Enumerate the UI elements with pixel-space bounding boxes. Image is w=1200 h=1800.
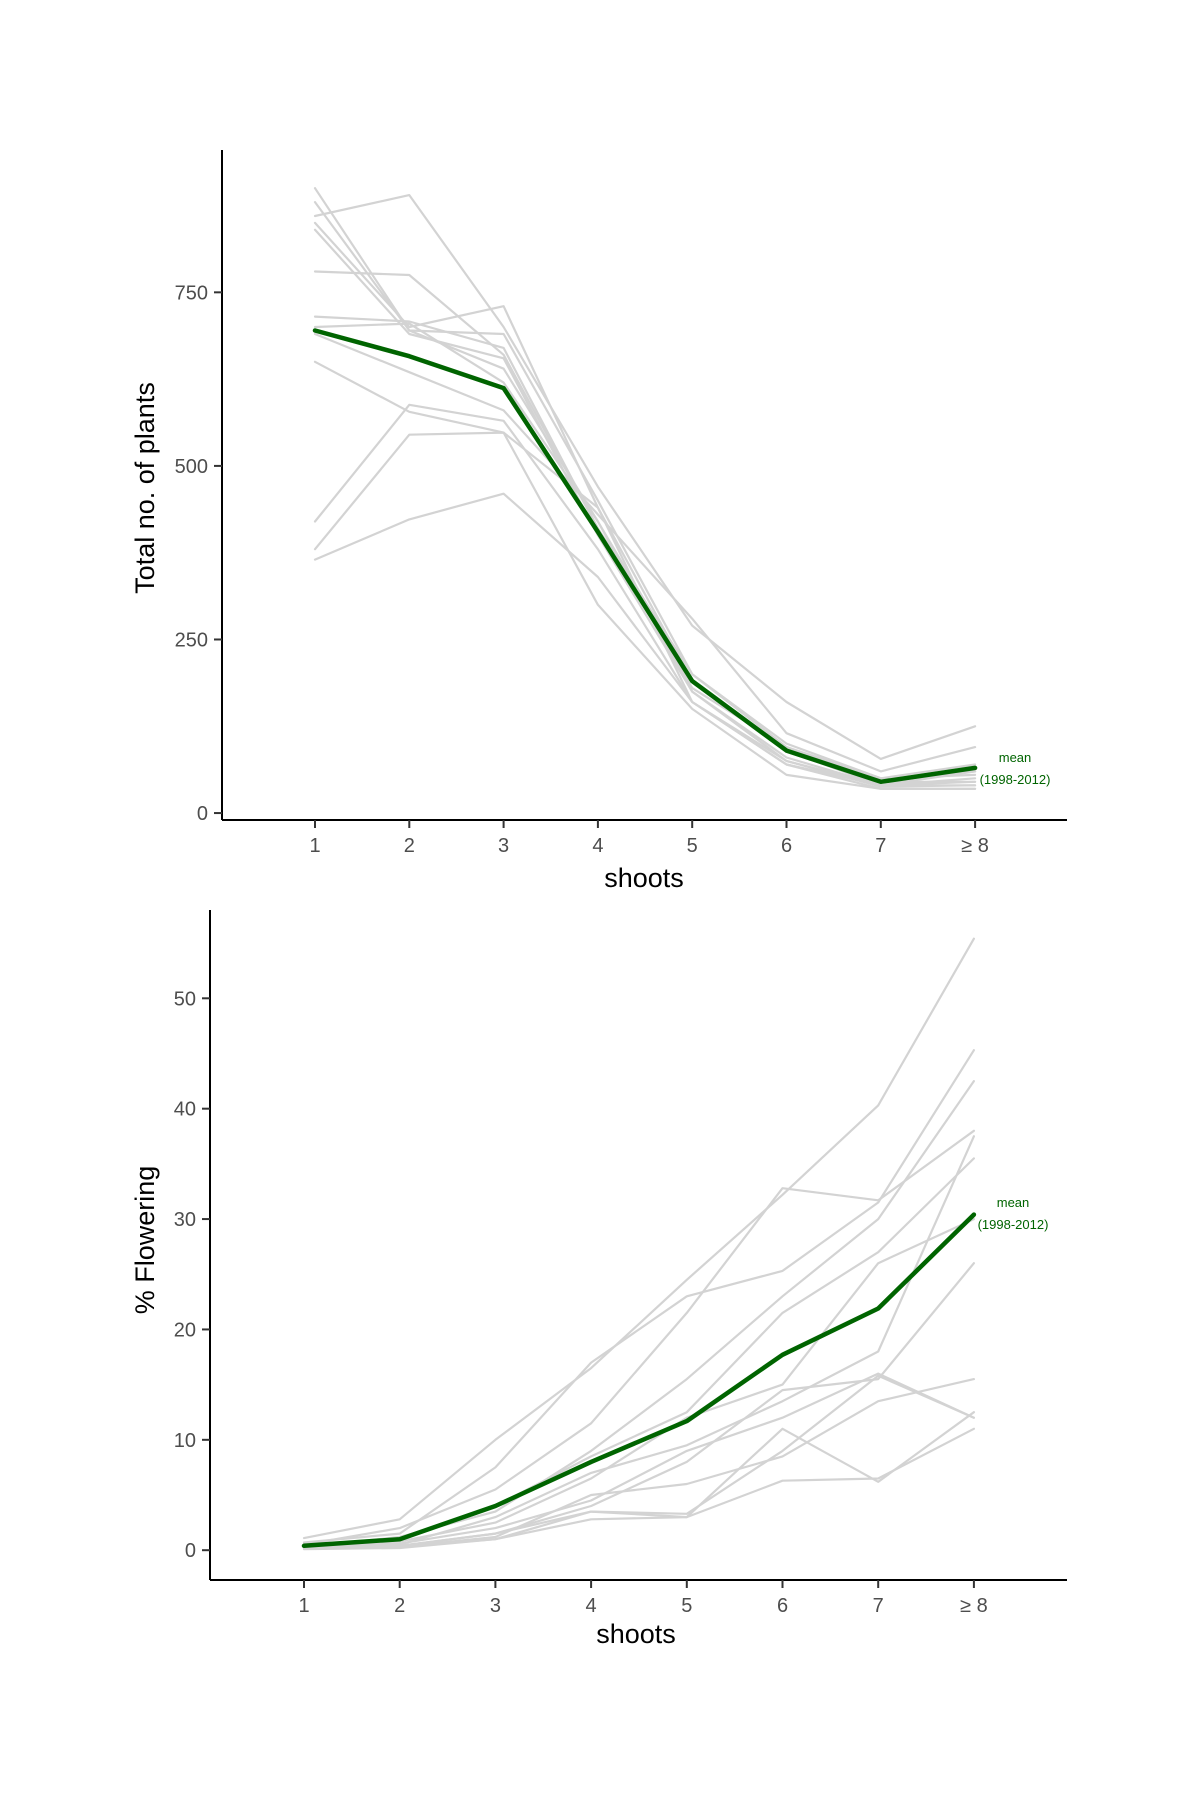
flowering-y-tick-label: 20 <box>174 1319 196 1341</box>
flowering-year-line-6 <box>302 1217 976 1547</box>
flowering-mean-annotation-period: (1998-2012) <box>978 1217 1049 1232</box>
plants-x-tick-label: 7 <box>875 835 886 857</box>
plants-x-tick-label: 2 <box>404 835 415 857</box>
flowering-x-tick-label: 1 <box>298 1595 309 1617</box>
flowering-year-line-12 <box>302 1427 976 1550</box>
flowering-x-tick-label: 5 <box>681 1595 692 1617</box>
flowering-chart-y-axis-title: % Flowering <box>130 1166 160 1315</box>
flowering-y-tick-label: 30 <box>174 1209 196 1231</box>
flowering-year-line-13 <box>302 1374 976 1549</box>
plants-x-tick-label: ≥ 8 <box>961 835 989 857</box>
plants-year-line-13 <box>313 492 977 787</box>
flowering-mean-line <box>301 1212 977 1549</box>
plants-x-tick-label: 6 <box>781 835 792 857</box>
flowering-x-tick-label: 4 <box>586 1595 597 1617</box>
flowering-x-tick-label: 6 <box>777 1595 788 1617</box>
flowering-x-tick-label: 7 <box>873 1595 884 1617</box>
plants-y-tick-label: 750 <box>175 282 208 304</box>
plants-mean-annotation-period: (1998-2012) <box>980 772 1051 787</box>
plants-x-tick-label: 3 <box>498 835 509 857</box>
flowering-x-tick-label: 3 <box>490 1595 501 1617</box>
plants-y-tick-label: 500 <box>175 456 208 478</box>
plants-mean-annotation-label: mean <box>999 750 1032 765</box>
plants-x-tick-label: 1 <box>309 835 320 857</box>
flowering-y-tick-label: 0 <box>185 1540 196 1562</box>
plants-mean-line <box>312 328 978 785</box>
plants-year-line-8 <box>313 322 977 787</box>
plants-y-tick-label: 0 <box>197 803 208 825</box>
flowering-year-line-3 <box>302 1129 976 1546</box>
plants-year-line-3 <box>313 194 977 761</box>
plants-x-tick-label: 5 <box>687 835 698 857</box>
plants-per-shoot-chart: Total no. of plants shoots 0 250 500 750 1 2 3… <box>130 150 1067 893</box>
plants-x-tick-label: 4 <box>592 835 603 857</box>
flowering-x-tick-label: ≥ 8 <box>960 1595 988 1617</box>
flowering-y-tick-label: 10 <box>174 1430 196 1452</box>
plants-year-line-9 <box>313 332 977 773</box>
plants-year-line-10 <box>313 360 977 790</box>
flowering-y-tick-label: 50 <box>174 988 196 1010</box>
plants-y-tick-label: 250 <box>175 629 208 651</box>
flowering-mean-annotation-label: mean <box>997 1195 1030 1210</box>
flowering-y-tick-label: 40 <box>174 1099 196 1121</box>
flowering-x-tick-label: 2 <box>394 1595 405 1617</box>
flowering-chart-x-axis-title: shoots <box>596 1619 676 1649</box>
flowering-per-shoot-chart: % Flowering shoots 0 10 20 30 40 50 1 2 3 4 5 6 7 ≥ 8… <box>130 910 1067 1649</box>
flowering-year-line-1 <box>302 937 976 1540</box>
plants-chart-y-axis-title: Total no. of plants <box>130 382 160 594</box>
flowering-year-series <box>302 937 976 1551</box>
plants-chart-x-axis-title: shoots <box>604 863 684 893</box>
flowering-year-line-9 <box>302 1372 976 1549</box>
